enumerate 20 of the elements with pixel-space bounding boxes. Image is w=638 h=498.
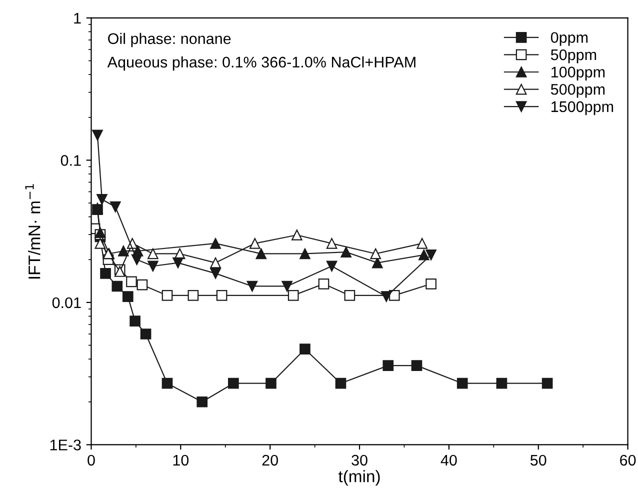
legend-label: 100ppm: [552, 66, 605, 81]
x-axis-title: t(min): [338, 470, 380, 486]
legend-label: 500ppm: [550, 84, 605, 98]
x-tick-label: 60: [620, 454, 636, 466]
y-tick-label: 0.01: [52, 297, 81, 308]
legend-label: 1500ppm: [552, 101, 614, 116]
y-tick-label: 0.1: [60, 155, 81, 166]
y-axis-title: IFT/mN· m$^{−1}$: [25, 184, 40, 279]
x-tick-label: 20: [262, 454, 278, 466]
legend-label: 50ppm: [550, 49, 596, 64]
y-tick-label: 1: [74, 12, 81, 24]
legend-label: 0ppm: [550, 32, 588, 46]
y-tick-label: 1E-3: [50, 440, 81, 450]
x-tick-label: 0: [88, 454, 95, 466]
x-tick-label: 30: [352, 454, 368, 466]
annotation: Oil phase: nonane: [108, 32, 231, 48]
x-tick-label: 10: [173, 454, 189, 466]
annotation: Aqueous phase: 0.1% 366-1.0% NaCl+HPAM: [107, 56, 416, 71]
x-tick-label: 50: [530, 454, 546, 466]
x-tick-label: 40: [440, 454, 457, 466]
